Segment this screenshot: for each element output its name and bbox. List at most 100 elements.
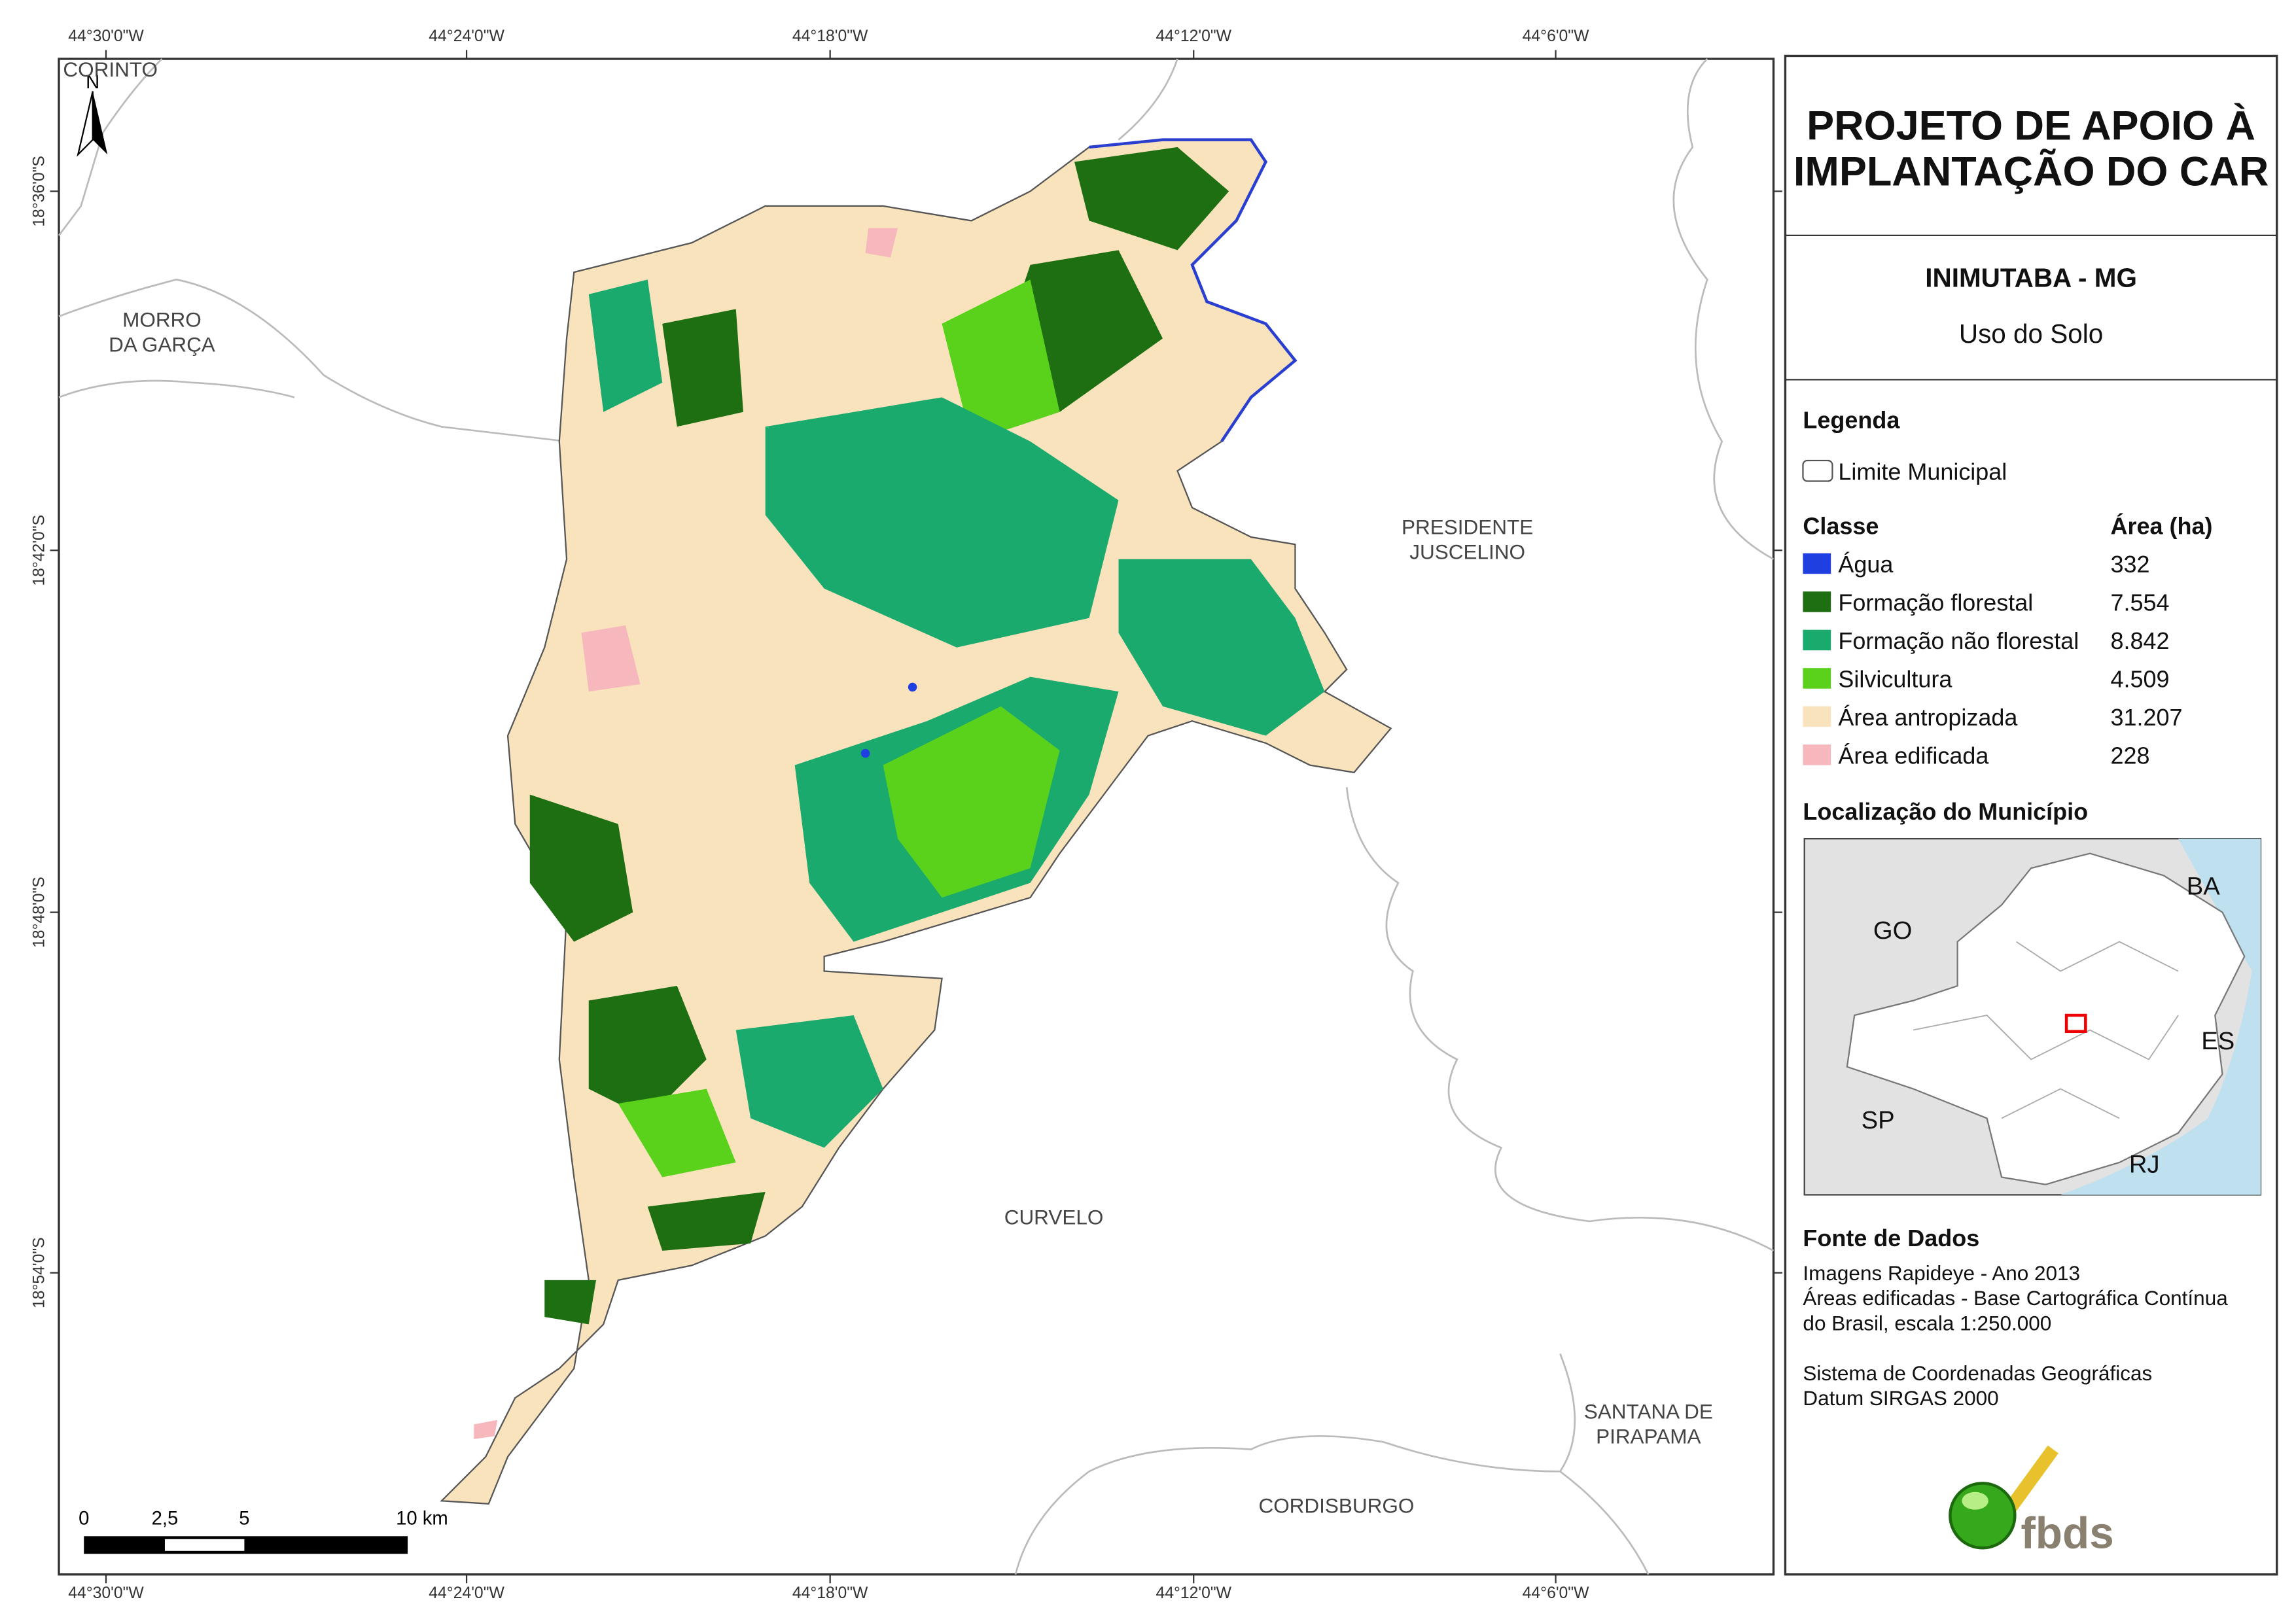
logo-highlight (1962, 1492, 1988, 1510)
place-label: JUSCELINO (1409, 540, 1525, 564)
inset-ocean (2060, 839, 2261, 1195)
place-label: MORRO (122, 307, 202, 331)
legend-swatch (1803, 591, 1831, 612)
water-patch (908, 682, 917, 692)
place-label: SANTANA DE (1584, 1399, 1713, 1423)
longitude-label: 44°30'0"W (68, 27, 144, 45)
legend-swatch (1803, 706, 1831, 727)
urban-patch (474, 1420, 498, 1439)
legend-swatch (1803, 629, 1831, 651)
boundary-line (1672, 58, 1775, 560)
silviculture-patch (883, 706, 1060, 898)
urban-patch (581, 625, 641, 692)
boundary-swatch (1802, 459, 1833, 482)
boundary-line (1014, 1353, 1576, 1575)
source-line: Datum SIRGAS 2000 (1803, 1386, 1998, 1410)
legend-heading: Legenda (1803, 407, 1900, 434)
grassland-patch (1118, 559, 1325, 736)
state-label: BA (2187, 873, 2220, 901)
water-patch (860, 748, 870, 758)
inset-highlight (2064, 1013, 2087, 1034)
legend-area: 228 (2111, 742, 2150, 769)
scale-bar (84, 1536, 408, 1554)
legend-area: 4.509 (2111, 665, 2170, 692)
boundary-line (1118, 58, 1178, 141)
state-label: ES (2201, 1027, 2234, 1055)
forest-patch (647, 1191, 766, 1251)
source-line: do Brasil, escala 1:250.000 (1803, 1311, 2051, 1335)
boundary-line (1345, 787, 1775, 1252)
forest-patch (662, 309, 743, 427)
legend-class-header: Classe (1803, 513, 1879, 540)
legend-area: 7.554 (2111, 589, 2170, 616)
silviculture-patch (942, 279, 1060, 442)
graticule-ticks (50, 50, 1782, 1584)
longitude-label: 44°24'0"W (429, 1584, 504, 1602)
legend-boundary: Limite Municipal (1838, 458, 2007, 485)
latitude-label: 18°54'0"S (31, 1237, 48, 1308)
latitude-label: 18°36'0"S (31, 156, 48, 227)
silviculture-patch (618, 1089, 736, 1178)
scale-label: 0 (79, 1508, 89, 1529)
place-label: PIRAPAMA (1596, 1425, 1701, 1448)
urban-patch (865, 228, 898, 258)
scale-label: 10 km (396, 1508, 448, 1529)
legend-class: Área antropizada (1838, 704, 2017, 731)
inset-state (1846, 852, 2246, 1185)
scale-label: 2,5 (152, 1508, 179, 1529)
legend-area: 8.842 (2111, 627, 2170, 654)
land-use-patches (474, 147, 1325, 1439)
north-label: N (86, 72, 99, 93)
place-label: CORINTO (63, 58, 158, 81)
state-label: SP (1862, 1106, 1895, 1134)
place-label: PRESIDENTE (1402, 515, 1533, 539)
grassland-patch (735, 1015, 883, 1148)
boundary-line (58, 278, 567, 443)
grassland-patch (765, 397, 1119, 648)
forest-patch (588, 986, 707, 1119)
longitude-label: 44°30'0"W (68, 1584, 144, 1602)
legend-area: 31.207 (2111, 704, 2183, 731)
forest-patch (529, 794, 633, 942)
longitude-label: 44°6'0"W (1523, 27, 1589, 45)
longitude-label: 44°24'0"W (429, 27, 504, 45)
legend-class: Formação não florestal (1838, 627, 2079, 654)
municipality-name: INIMUTABA - MG (1925, 263, 2137, 293)
legend-class: Água (1838, 551, 1893, 578)
longitude-label: 44°12'0"W (1156, 27, 1231, 45)
latitude-label: 18°48'0"S (31, 877, 48, 948)
longitude-label: 44°18'0"W (792, 1584, 868, 1602)
north-arrow (92, 91, 108, 155)
map-frame-group (50, 50, 1782, 1584)
legend-area: 332 (2111, 551, 2150, 578)
source-line: Sistema de Coordenadas Geográficas (1803, 1361, 2152, 1385)
map-subtitle: Uso do Solo (1959, 319, 2103, 349)
panel-title: IMPLANTAÇÃO DO CAR (1793, 148, 2269, 194)
forest-patch (1074, 147, 1229, 251)
logo-text: fbds (2021, 1509, 2113, 1558)
boundary-line (1559, 1471, 1650, 1575)
source-line: Imagens Rapideye - Ano 2013 (1803, 1261, 2080, 1285)
panel-title: PROJETO DE APOIO À (1807, 103, 2255, 149)
scale-label: 5 (239, 1508, 249, 1529)
river (1089, 138, 1298, 443)
place-label: DA GARÇA (109, 333, 215, 357)
location-heading: Localização do Município (1803, 798, 2088, 825)
forest-patch (544, 1280, 597, 1325)
boundary-line (58, 58, 163, 236)
latitude-label: 18°42'0"S (31, 515, 48, 586)
boundary-line (58, 379, 295, 398)
legend-swatch (1803, 553, 1831, 574)
legend-area-header: Área (ha) (2111, 513, 2213, 540)
legend-class: Área edificada (1838, 742, 1988, 769)
legend-class: Silvicultura (1838, 665, 1952, 692)
source-line: Áreas edificadas - Base Cartográfica Con… (1803, 1286, 2228, 1310)
state-label: RJ (2129, 1151, 2160, 1179)
panel (1784, 54, 2278, 1576)
scale-bar (164, 1539, 245, 1551)
longitude-label: 44°18'0"W (792, 27, 868, 45)
longitude-label: 44°12'0"W (1156, 1584, 1231, 1602)
legend-class: Formação florestal (1838, 589, 2033, 616)
panel-frame (1784, 54, 2278, 1576)
